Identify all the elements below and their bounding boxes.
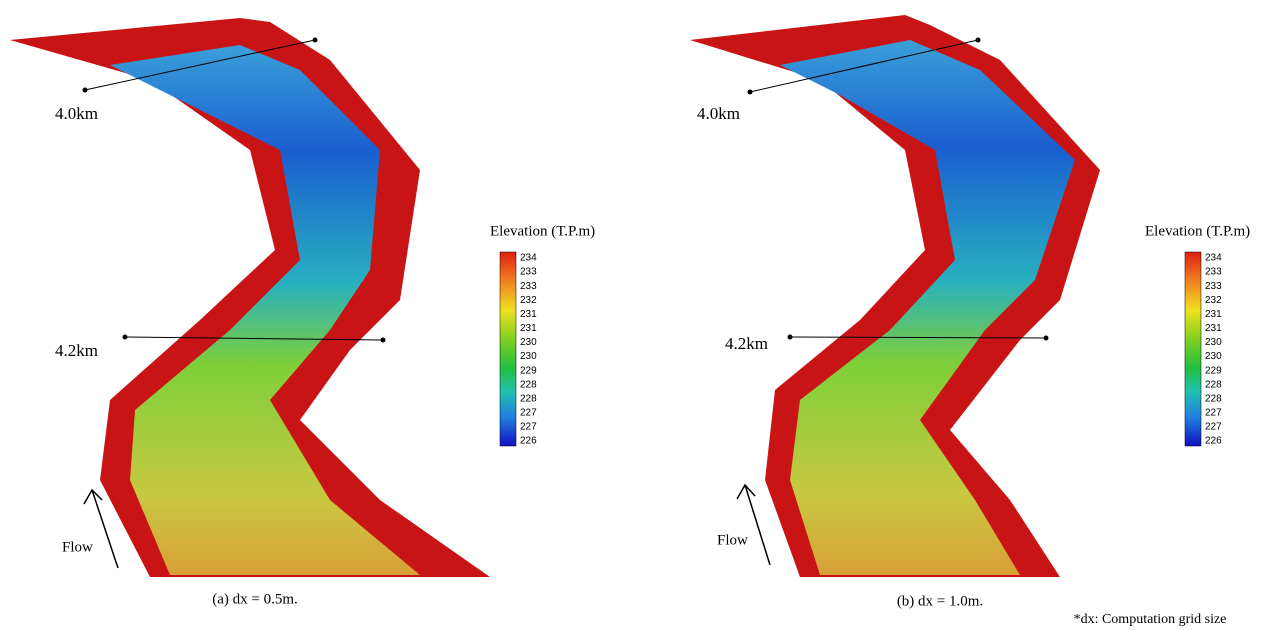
colorbar-tick-label: 227: [520, 407, 537, 418]
caption: (a) dx = 0.5m.: [212, 591, 298, 607]
colorbar-tick-label: 233: [1205, 267, 1222, 278]
footnote: *dx: Computation grid size: [1074, 612, 1227, 627]
panel: 4.0km 4.2km Flow Elevation (T.P.m) (a) d…: [10, 18, 595, 607]
colorbar-tick-label: 231: [520, 323, 537, 334]
colorbar-tick-label: 228: [520, 393, 537, 404]
colorbar: [500, 252, 516, 446]
section-label: 4.2km: [55, 341, 98, 360]
section-end: [313, 38, 318, 43]
figure: 4.0km 4.2km Flow Elevation (T.P.m) (a) d…: [0, 0, 1275, 630]
colorbar-tick-label: 233: [1205, 281, 1222, 292]
colorbar-tick-label: 228: [1205, 393, 1222, 404]
colorbar-tick-label: 231: [1205, 323, 1222, 334]
colorbar-tick-label: 234: [520, 253, 537, 264]
colorbar-tick-label: 227: [1205, 422, 1222, 433]
colorbar-tick-label: 232: [520, 295, 537, 306]
colorbar-tick-label: 232: [1205, 295, 1222, 306]
legend-title: Elevation (T.P.m): [1145, 223, 1250, 239]
section-end: [123, 335, 128, 340]
colorbar-tick-label: 229: [1205, 365, 1222, 376]
colorbar-tick-label: 230: [520, 351, 537, 362]
section-label: 4.0km: [55, 104, 98, 123]
legend-title: Elevation (T.P.m): [490, 223, 595, 239]
flow-label: Flow: [62, 539, 93, 555]
section-label: 4.0km: [697, 104, 740, 123]
section-end: [381, 338, 386, 343]
colorbar-tick-label: 227: [520, 422, 537, 433]
panel: 4.0km 4.2km Flow Elevation (T.P.m) (b) d…: [690, 15, 1250, 609]
colorbar-tick-label: 228: [1205, 379, 1222, 390]
colorbar-tick-label: 226: [1205, 436, 1222, 447]
colorbar-tick-label: 231: [1205, 309, 1222, 320]
colorbar-tick-label: 230: [1205, 337, 1222, 348]
section-label: 4.2km: [725, 334, 768, 353]
colorbar-tick-label: 230: [1205, 351, 1222, 362]
colorbar-tick-label: 226: [520, 436, 537, 447]
section-end: [788, 335, 793, 340]
section-end: [83, 88, 88, 93]
flow-arrow: [737, 485, 770, 565]
colorbar-tick-label: 231: [520, 309, 537, 320]
section-end: [976, 38, 981, 43]
page: {"panels": [ {"labels": {"section_top": …: [0, 0, 1275, 630]
colorbar-tick-label: 227: [1205, 407, 1222, 418]
colorbar-tick-label: 233: [520, 281, 537, 292]
colorbar-tick-label: 233: [520, 267, 537, 278]
colorbar-tick-label: 228: [520, 379, 537, 390]
caption: (b) dx = 1.0m.: [897, 593, 983, 609]
colorbar-tick-label: 230: [520, 337, 537, 348]
section-end: [1044, 336, 1049, 341]
colorbar: [1185, 252, 1201, 446]
colorbar-tick-label: 229: [520, 365, 537, 376]
flow-label: Flow: [717, 532, 748, 548]
colorbar-tick-label: 234: [1205, 253, 1222, 264]
section-end: [748, 90, 753, 95]
